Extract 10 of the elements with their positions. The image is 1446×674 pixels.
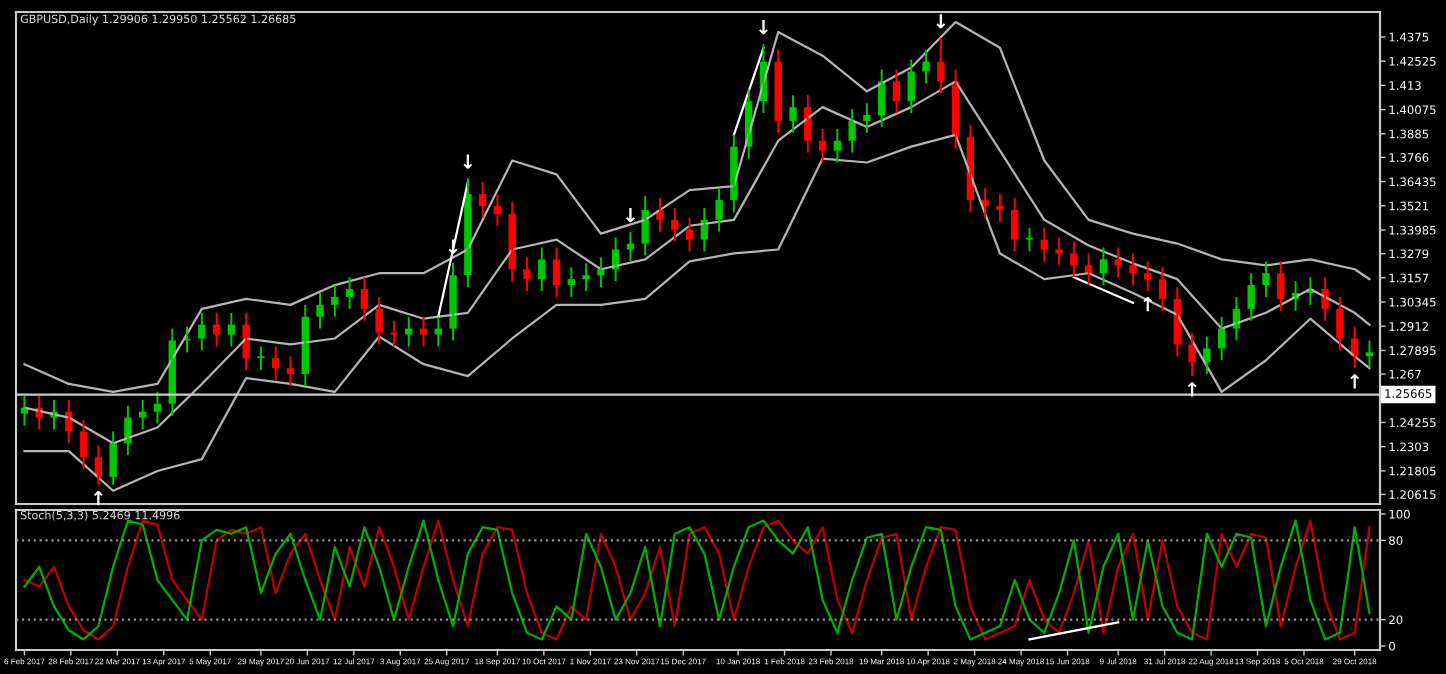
- annotation: ↓: [463, 154, 473, 169]
- annotation: ↓: [759, 20, 768, 35]
- line-series: [23, 519, 1371, 641]
- annotation: ↓: [936, 14, 946, 29]
- annotation: ↓: [626, 207, 635, 223]
- annotation: ↑: [93, 490, 103, 506]
- line-series: [23, 133, 1371, 492]
- annotation: ↑: [1143, 297, 1153, 312]
- annotation: ↑: [1187, 382, 1197, 397]
- annotation: ↑: [1350, 374, 1360, 389]
